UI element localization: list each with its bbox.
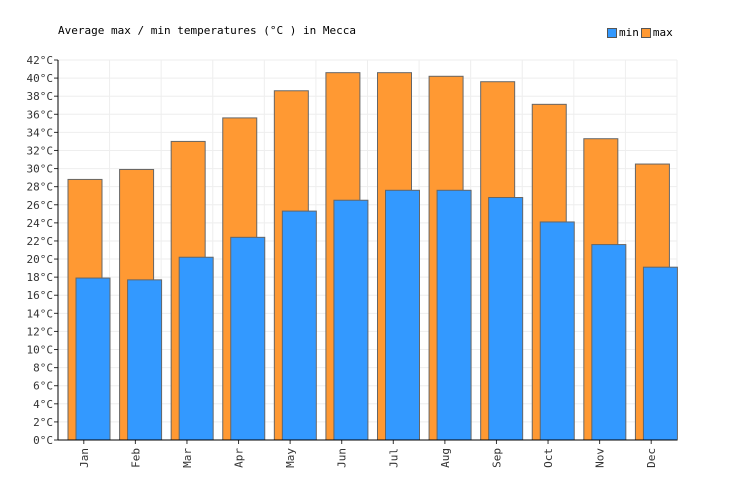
y-tick-label: 14°C — [27, 307, 54, 320]
bar-min-feb — [127, 279, 163, 441]
y-tick-label: 6°C — [33, 380, 53, 393]
legend: min max — [607, 26, 675, 39]
y-tick-label: 4°C — [33, 398, 53, 411]
y-tick-label: 16°C — [27, 289, 54, 302]
bar-min-mar — [178, 256, 214, 441]
y-tick-label: 26°C — [27, 199, 54, 212]
bar-min-jul — [385, 189, 420, 441]
x-tick-label-oct: Oct — [542, 448, 555, 468]
x-tick-label-aug: Aug — [439, 448, 452, 468]
legend-swatch-max — [640, 27, 651, 38]
x-tick-label-nov: Nov — [594, 448, 607, 468]
x-tick-label-feb: Feb — [129, 448, 142, 468]
bar-min-oct — [539, 221, 575, 441]
y-tick-label: 2°C — [33, 416, 53, 429]
legend-item-min: min — [607, 26, 639, 39]
x-tick-label-jun: Jun — [336, 448, 349, 468]
bar-min-aug — [436, 189, 472, 441]
y-tick-label: 18°C — [27, 271, 54, 284]
bar-min-jan — [75, 277, 111, 441]
bar-min-may — [281, 210, 317, 441]
y-tick-label: 10°C — [27, 344, 54, 357]
y-tick-label: 8°C — [33, 362, 53, 375]
x-tick-label-dec: Dec — [645, 448, 658, 468]
y-tick-label: 34°C — [27, 126, 54, 139]
y-tick-label: 0°C — [33, 434, 53, 447]
y-tick-label: 12°C — [27, 325, 54, 338]
bar-min-jun — [333, 199, 369, 441]
x-tick-label-apr: Apr — [233, 448, 246, 468]
legend-item-max: max — [640, 26, 673, 39]
bar-min-apr — [230, 236, 266, 441]
x-tick-label-mar: Mar — [181, 448, 194, 468]
y-tick-label: 36°C — [27, 108, 54, 121]
y-tick-label: 42°C — [27, 54, 54, 67]
y-tick-label: 32°C — [27, 144, 54, 157]
x-tick-label-sep: Sep — [490, 448, 503, 468]
bar-min-sep — [488, 197, 524, 441]
x-tick-label-jul: Jul — [387, 448, 400, 468]
y-tick-label: 38°C — [27, 90, 54, 103]
y-tick-label: 22°C — [27, 235, 54, 248]
y-tick-label: 20°C — [27, 253, 54, 266]
legend-swatch-min — [607, 27, 617, 38]
axes: 0°C 2°C 4°C 6°C 8°C 10°C 12°C 14°C 16°C 18°C 20°C 2… — [27, 54, 677, 468]
bar-min-dec — [642, 266, 678, 441]
y-tick-label: 28°C — [27, 181, 54, 194]
legend-label-min: min — [619, 26, 639, 39]
y-tick-label: 30°C — [27, 163, 54, 176]
y-tick-label: 40°C — [27, 72, 54, 85]
bars — [67, 72, 678, 441]
x-tick-label-may: May — [284, 448, 297, 468]
chart-title: Average max / min temperatures (°C ) in … — [58, 24, 357, 37]
y-tick-label: 24°C — [27, 217, 54, 230]
bar-min-nov — [591, 244, 627, 441]
legend-label-max: max — [652, 26, 673, 39]
x-tick-label-jan: Jan — [78, 448, 91, 468]
